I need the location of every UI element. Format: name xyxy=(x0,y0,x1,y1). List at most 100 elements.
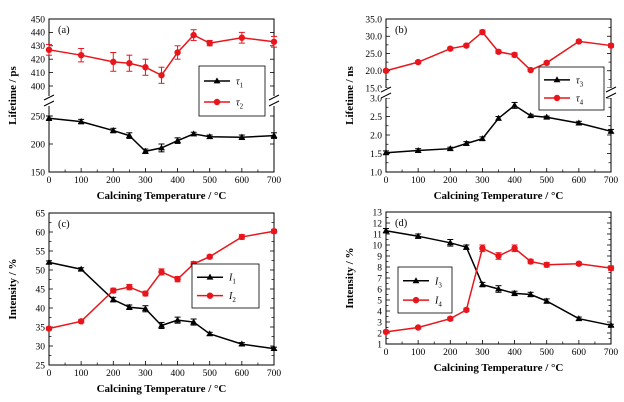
axis-break-gap xyxy=(605,88,617,98)
data-point-I1 xyxy=(125,303,133,310)
data-point-I4 xyxy=(575,260,583,267)
y-tick-label: 30.0 xyxy=(365,33,382,43)
data-point-τ1 xyxy=(158,144,165,151)
data-point-τ2 xyxy=(126,60,133,67)
data-point-τ2 xyxy=(174,49,181,56)
data-point-τ2 xyxy=(158,72,165,79)
y-tick-label: 35.0 xyxy=(365,15,382,25)
data-point-I4 xyxy=(479,245,486,252)
y-tick-label: 2.0 xyxy=(370,131,382,141)
series-I2 xyxy=(45,228,278,332)
x-tick-label: 700 xyxy=(267,369,282,379)
data-point-τ2 xyxy=(238,34,246,41)
legend-marker xyxy=(213,98,221,106)
panel-label: (a) xyxy=(58,25,70,36)
y-tick-label: 20.0 xyxy=(365,67,382,77)
x-tick-label: 400 xyxy=(507,348,522,358)
panel-b: 15.0 20.0 25.0 30.0 35.0 1.0 1.5 2.0 2.5 3.0 0 100 2… xyxy=(344,15,618,202)
data-point-I1 xyxy=(174,316,181,323)
data-point-τ1 xyxy=(270,132,278,138)
x-tick-label: 300 xyxy=(475,348,490,358)
x-tick-label: 400 xyxy=(507,176,522,186)
data-point-I3 xyxy=(462,243,470,250)
data-point-τ4 xyxy=(479,28,486,36)
data-point-τ1 xyxy=(190,130,198,137)
y-tick-label: 65 xyxy=(36,209,46,219)
y-tick-label: 420 xyxy=(31,56,46,66)
y-tick-label: 3.0 xyxy=(370,94,382,104)
y-tick-label: 40 xyxy=(36,304,46,314)
series-I3 xyxy=(382,227,615,328)
data-point-τ2 xyxy=(77,51,85,59)
x-tick-label: 0 xyxy=(384,176,389,186)
x-tick-label: 400 xyxy=(170,176,185,186)
series-I4 xyxy=(382,244,615,336)
data-point-τ4 xyxy=(527,66,534,74)
data-point-I4 xyxy=(447,315,454,322)
legend-marker xyxy=(553,76,561,83)
x-tick-label: 100 xyxy=(411,348,426,358)
data-point-τ4 xyxy=(575,38,583,45)
data-point-I3 xyxy=(607,321,615,328)
y-tick-label: 7 xyxy=(377,274,382,284)
data-point-I3 xyxy=(527,290,535,297)
x-axis-title: Calcining Temperature / °C xyxy=(97,383,227,395)
x-tick-label: 200 xyxy=(106,176,121,186)
data-point-I4 xyxy=(463,306,470,314)
series-line-τ3 xyxy=(385,104,612,154)
data-point-τ4 xyxy=(543,59,550,67)
legend-label-I1: I1 xyxy=(228,273,236,286)
data-point-τ2 xyxy=(45,46,53,54)
data-point-I2 xyxy=(206,253,213,260)
y-tick-label: 400 xyxy=(31,82,46,92)
x-axis-title: Calcining Temperature / °C xyxy=(434,362,564,374)
y-tick-label: 200 xyxy=(31,140,46,150)
data-point-τ1 xyxy=(45,114,53,121)
x-tick-label: 200 xyxy=(106,369,121,379)
data-point-τ3 xyxy=(543,113,551,120)
data-point-I4 xyxy=(527,258,534,265)
data-point-I4 xyxy=(543,261,550,268)
x-tick-label: 300 xyxy=(138,176,153,186)
legend: I3 I4 xyxy=(397,266,453,314)
y-tick-label: 150 xyxy=(31,168,46,178)
legend-marker xyxy=(412,277,420,284)
y-tick-label: 450 xyxy=(31,15,46,25)
y-tick-label: 11 xyxy=(373,230,382,240)
x-tick-label: 200 xyxy=(443,176,458,186)
x-tick-label: 300 xyxy=(475,176,490,186)
data-point-τ3 xyxy=(575,119,583,126)
panel-label: (d) xyxy=(395,218,408,229)
series-τ1 xyxy=(45,114,278,155)
data-point-τ3 xyxy=(462,139,470,146)
data-point-I1 xyxy=(270,345,278,352)
data-point-τ2 xyxy=(190,31,197,39)
data-point-τ1 xyxy=(125,132,133,138)
x-tick-label: 700 xyxy=(604,176,619,186)
data-point-τ4 xyxy=(511,51,518,59)
axis-break-gap xyxy=(268,96,280,106)
legend-label-τ2: τ2 xyxy=(236,98,244,111)
series-I1 xyxy=(45,258,278,352)
y-tick-label: 250 xyxy=(31,112,46,122)
data-point-I4 xyxy=(511,245,518,252)
x-tick-label: 300 xyxy=(138,369,153,379)
data-point-τ4 xyxy=(447,45,454,52)
data-point-I2 xyxy=(158,268,165,276)
x-tick-label: 0 xyxy=(47,369,52,379)
y-tick-label: 35 xyxy=(36,323,46,333)
data-point-I1 xyxy=(238,340,246,347)
y-tick-label: 10 xyxy=(373,241,383,251)
legend-label-τ3: τ3 xyxy=(576,75,584,88)
data-point-I3 xyxy=(479,281,486,287)
data-point-τ1 xyxy=(142,147,149,154)
data-point-τ3 xyxy=(495,114,502,121)
y-tick-label: 25 xyxy=(36,361,46,371)
data-point-I4 xyxy=(495,252,502,260)
data-point-τ3 xyxy=(446,145,454,152)
data-point-I4 xyxy=(607,264,615,272)
x-tick-label: 600 xyxy=(572,348,587,358)
y-tick-label: 4 xyxy=(377,307,382,317)
